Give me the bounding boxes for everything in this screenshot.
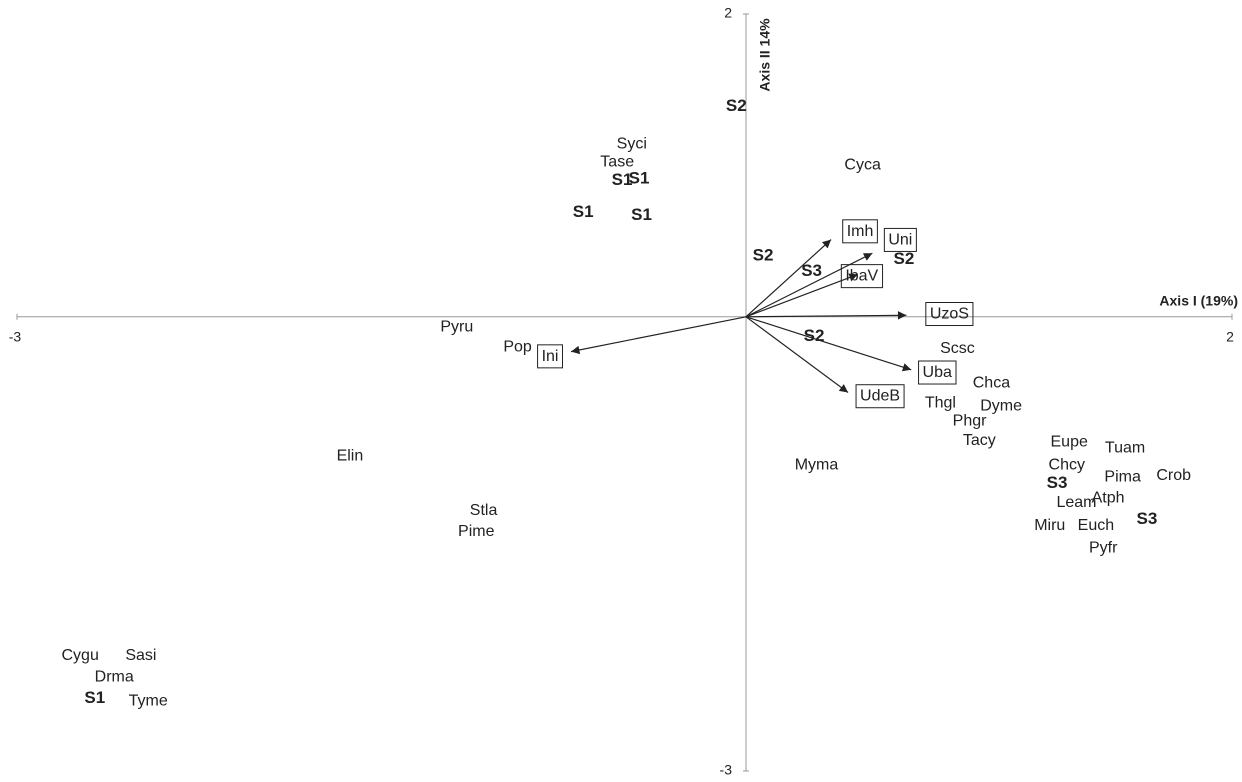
- variable-label: Uba: [923, 364, 952, 381]
- species-label: Euch: [1078, 517, 1114, 534]
- sample-label: S1: [84, 688, 105, 707]
- variable-box: [925, 302, 974, 327]
- sample-label: S1: [629, 169, 650, 188]
- species-label: Thgl: [925, 394, 956, 411]
- species-label: Phgr: [953, 412, 987, 429]
- sample-label: S3: [1047, 473, 1068, 492]
- sample-label: S3: [1137, 509, 1158, 528]
- species-label: Chca: [973, 375, 1010, 392]
- variable-box: [537, 344, 563, 369]
- variable-label: IbaV: [845, 268, 878, 285]
- x-tick-label: -3: [9, 329, 22, 345]
- variable-label: Imh: [847, 223, 874, 240]
- species-label: Sasi: [125, 647, 156, 664]
- sample-label: S2: [753, 246, 774, 265]
- vector-arrow: [745, 316, 912, 372]
- species-label: Atph: [1092, 490, 1125, 507]
- y-tick-label: -3: [720, 762, 733, 777]
- variable-label: UzoS: [930, 306, 969, 323]
- vector-arrow: [745, 252, 873, 318]
- variable-box: [855, 384, 905, 409]
- variable-box: [883, 227, 917, 252]
- species-label: Pima: [1104, 469, 1141, 486]
- sample-label: S1: [631, 205, 652, 224]
- variable-label: Ini: [542, 348, 559, 365]
- vector-arrow: [745, 316, 849, 393]
- sample-label: S2: [726, 96, 747, 115]
- sample-label: S2: [894, 249, 915, 268]
- y-tick-label: 2: [724, 5, 732, 21]
- species-label: Stla: [470, 502, 498, 519]
- species-label: Chcy: [1049, 456, 1085, 473]
- sample-label: S3: [801, 261, 822, 280]
- species-label: Drma: [95, 668, 134, 685]
- species-label: Pyru: [440, 319, 473, 336]
- species-label: Tuam: [1105, 440, 1145, 457]
- vector-arrow: [745, 273, 858, 318]
- species-label: Tacy: [963, 432, 996, 449]
- species-label: Cygu: [62, 647, 99, 664]
- species-label: Crob: [1156, 467, 1191, 484]
- species-label: Tase: [600, 154, 634, 171]
- vector-arrow: [745, 239, 832, 318]
- vector-arrow: [570, 316, 747, 355]
- y-axis-label: Axis II 14%: [757, 18, 773, 92]
- species-label: Pime: [458, 523, 495, 540]
- variable-label: Uni: [888, 231, 912, 248]
- variable-box: [840, 264, 884, 289]
- sample-label: S1: [612, 170, 633, 189]
- species-label: Cyca: [844, 157, 881, 174]
- species-label: Tyme: [129, 693, 168, 710]
- species-label: Pyfr: [1089, 540, 1118, 557]
- x-axis-label: Axis I (19%): [1159, 293, 1238, 309]
- species-label: Miru: [1034, 517, 1065, 534]
- species-label: Pop: [503, 338, 532, 355]
- species-label: Syci: [617, 135, 647, 152]
- vector-arrow: [745, 311, 907, 320]
- species-label: Myma: [795, 456, 839, 473]
- species-label: Elin: [337, 447, 364, 464]
- x-tick-label: 2: [1226, 329, 1234, 345]
- species-label: Scsc: [940, 340, 975, 357]
- variable-box: [918, 360, 957, 385]
- sample-label: S2: [804, 326, 825, 345]
- variable-box: [842, 219, 878, 244]
- species-label: Eupe: [1051, 434, 1088, 451]
- sample-label: S1: [573, 202, 594, 221]
- variable-label: UdeB: [860, 388, 900, 405]
- species-label: Dyme: [980, 397, 1022, 414]
- species-label: Leam: [1056, 494, 1096, 511]
